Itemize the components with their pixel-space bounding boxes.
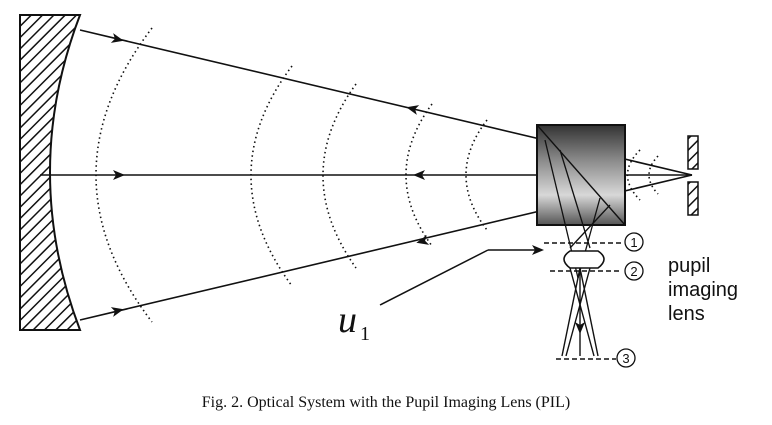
plane-marker-2-circle bbox=[624, 261, 644, 281]
rays-to-plane-3 bbox=[561, 267, 599, 357]
concave-mirror bbox=[19, 14, 82, 331]
arrow-down-plane-3 bbox=[575, 322, 585, 334]
arrow-lower-back bbox=[416, 235, 430, 245]
pupil-imaging-lens-label: pupil imaging lens bbox=[668, 255, 738, 325]
u1-leader bbox=[379, 245, 544, 306]
wavefront-7 bbox=[648, 155, 659, 195]
wavefront-2 bbox=[250, 65, 293, 287]
u1-main: u bbox=[338, 299, 357, 341]
u1-subscript: 1 bbox=[360, 323, 370, 345]
figure-caption: Fig. 2. Optical System with the Pupil Im… bbox=[201, 394, 571, 411]
lens-label-line-1: pupil bbox=[668, 255, 710, 277]
arrow-upper-back bbox=[406, 105, 420, 115]
plane-marker-2: 2 bbox=[630, 264, 637, 279]
plane-marker-3-circle bbox=[616, 348, 636, 368]
plane-lines bbox=[544, 242, 622, 360]
plane-marker-3: 3 bbox=[622, 351, 629, 366]
wavefront-5 bbox=[465, 119, 488, 231]
plane-marker-1-circle bbox=[624, 232, 644, 252]
wavefront-4 bbox=[405, 103, 433, 247]
lens-label-line-3: lens bbox=[668, 303, 705, 325]
arrow-axis-out bbox=[113, 170, 125, 180]
wavefront-3 bbox=[322, 83, 357, 269]
beam-splitter-prism bbox=[536, 124, 626, 279]
plane-marker-1: 1 bbox=[630, 235, 637, 250]
plane-markers: 1 2 3 bbox=[616, 232, 644, 368]
arrow-axis-back bbox=[413, 170, 425, 180]
ray-arrows bbox=[110, 33, 430, 317]
pupil-imaging-lens bbox=[563, 250, 605, 269]
lens-label-line-2: imaging bbox=[668, 279, 738, 301]
pupil-stop bbox=[687, 135, 699, 216]
arrow-upper-out bbox=[110, 33, 124, 43]
arrow-lower-out bbox=[110, 307, 124, 317]
